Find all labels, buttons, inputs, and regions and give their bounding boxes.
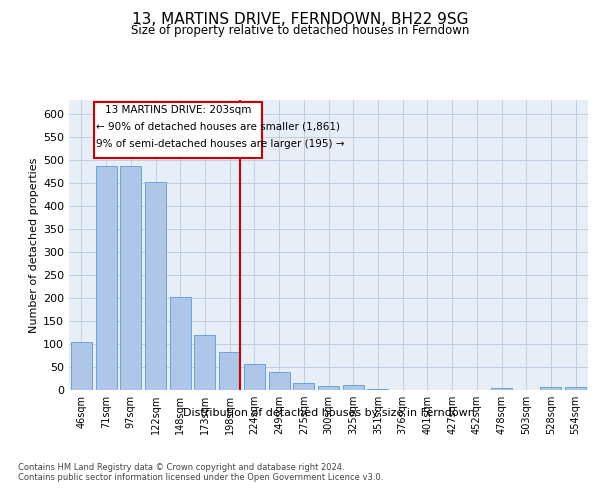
Bar (269, 372, 290, 390)
Bar (318, 386, 339, 390)
Bar (194, 335, 215, 390)
Bar (219, 352, 240, 390)
Bar (367, 389, 388, 390)
Text: Contains HM Land Registry data © Crown copyright and database right 2024.: Contains HM Land Registry data © Crown c… (18, 462, 344, 471)
Text: Size of property relative to detached houses in Ferndown: Size of property relative to detached ho… (131, 24, 469, 37)
Y-axis label: Number of detached properties: Number of detached properties (29, 158, 39, 332)
Bar (343, 386, 364, 390)
Text: ← 90% of detached houses are smaller (1,861): ← 90% of detached houses are smaller (1,… (97, 121, 340, 131)
Text: 13, MARTINS DRIVE, FERNDOWN, BH22 9SG: 13, MARTINS DRIVE, FERNDOWN, BH22 9SG (132, 12, 468, 28)
Bar (120, 166, 141, 390)
Bar (491, 388, 512, 390)
Text: 9% of semi-detached houses are larger (195) →: 9% of semi-detached houses are larger (1… (97, 138, 345, 148)
Bar (170, 297, 191, 390)
FancyBboxPatch shape (94, 102, 262, 158)
Bar (293, 383, 314, 390)
Text: Distribution of detached houses by size in Ferndown: Distribution of detached houses by size … (183, 408, 475, 418)
Bar (71, 342, 92, 390)
Bar (145, 182, 166, 390)
Text: 13 MARTINS DRIVE: 203sqm: 13 MARTINS DRIVE: 203sqm (104, 105, 251, 115)
Bar (95, 166, 116, 390)
Bar (541, 387, 562, 390)
Bar (565, 387, 586, 390)
Text: Contains public sector information licensed under the Open Government Licence v3: Contains public sector information licen… (18, 472, 383, 482)
Bar (244, 364, 265, 390)
